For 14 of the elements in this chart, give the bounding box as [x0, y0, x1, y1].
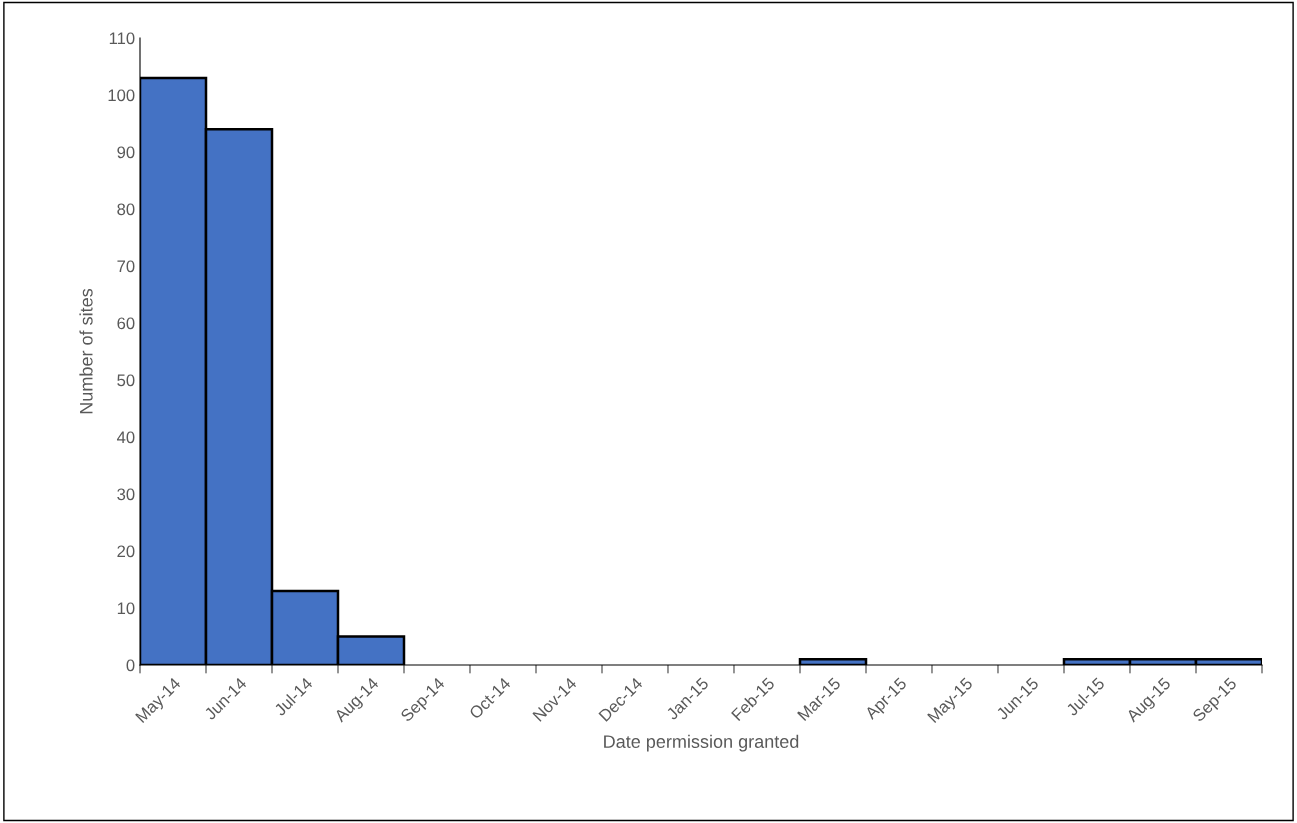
- y-tick-label: 20: [117, 545, 135, 558]
- y-tick-label: 100: [108, 89, 135, 102]
- y-tick-label: 30: [117, 488, 135, 501]
- y-axis-title: Number of sites: [79, 288, 93, 414]
- y-tick-label: 70: [117, 260, 135, 273]
- y-tick-label: 90: [117, 146, 135, 159]
- x-axis-title: Date permission granted: [604, 734, 799, 752]
- y-tick-label: 110: [109, 32, 135, 45]
- y-tick-label: 50: [117, 374, 135, 387]
- y-tick-label: 80: [117, 203, 135, 216]
- y-tick-label: 0: [126, 659, 135, 672]
- y-tick-label: 10: [117, 602, 135, 615]
- y-tick-label: 60: [117, 317, 135, 330]
- y-tick-label: 40: [116, 431, 135, 444]
